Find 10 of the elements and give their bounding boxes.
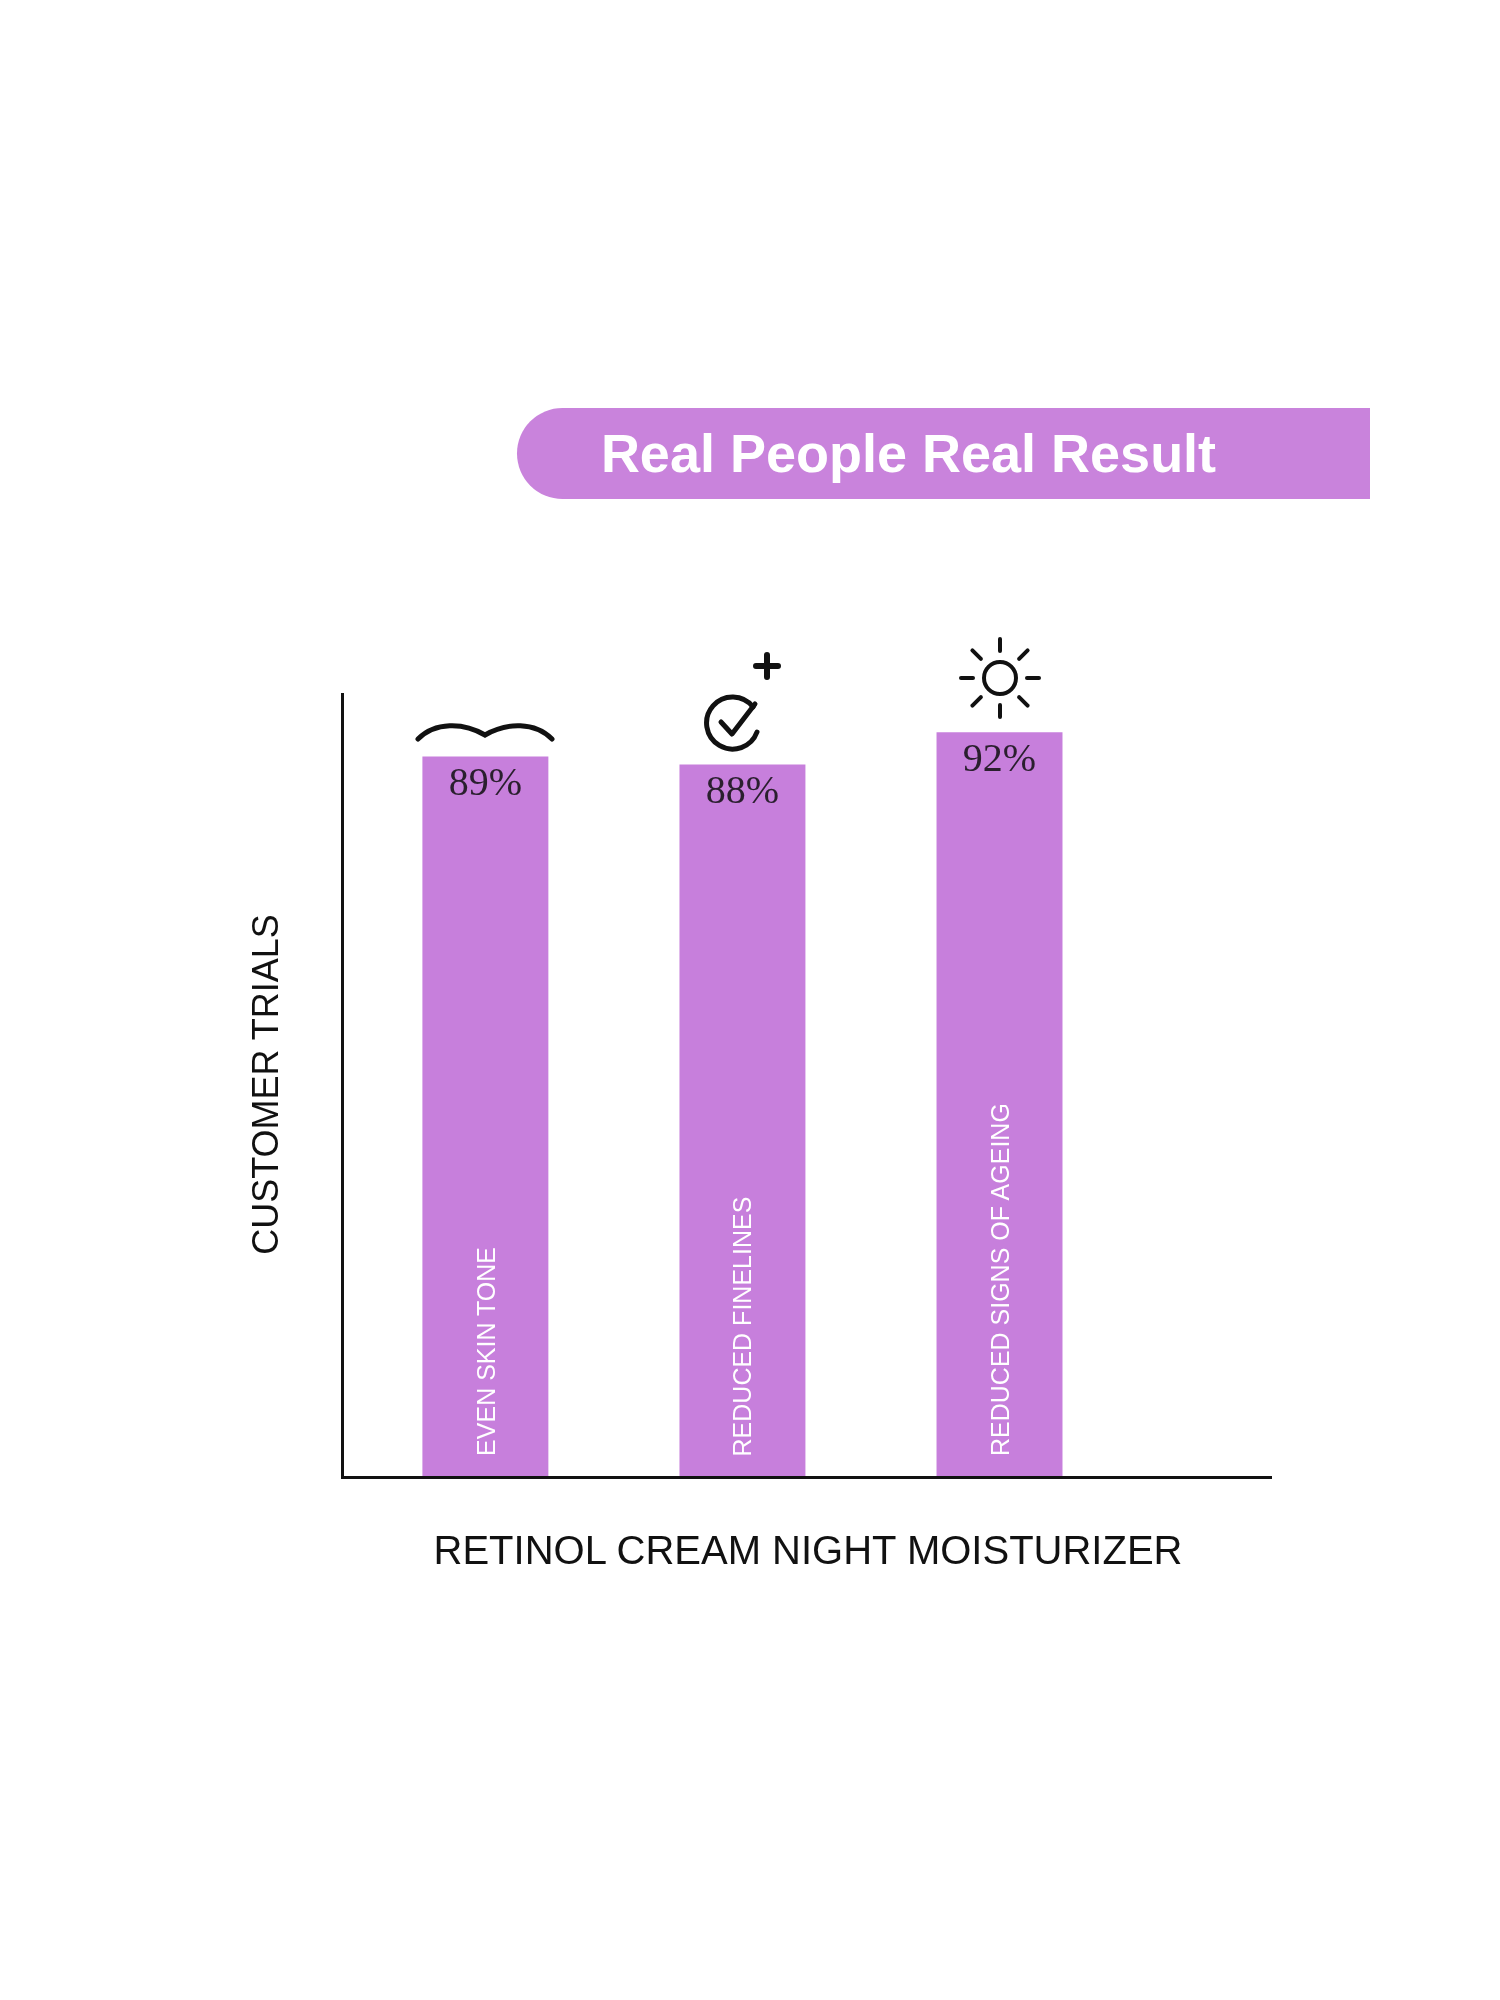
x-tick-label: EVEN SKIN TONE (471, 1247, 500, 1456)
data-label: 92% (962, 735, 1037, 781)
y-axis-title: CUSTOMER TRIALS (244, 914, 286, 1255)
chart-title: Real People Real Result (599, 422, 1218, 484)
title-banner: Real People Real Result (517, 408, 1370, 499)
data-label: 89% (448, 759, 523, 805)
x-axis-title: RETINOL CREAM NIGHT MOISTURIZER (433, 1527, 1183, 1572)
x-tick-label: REDUCED FINELINES (728, 1196, 757, 1457)
x-tick-label: REDUCED SIGNS OF AGEING (986, 1103, 1015, 1457)
data-label: 88% (705, 767, 780, 813)
